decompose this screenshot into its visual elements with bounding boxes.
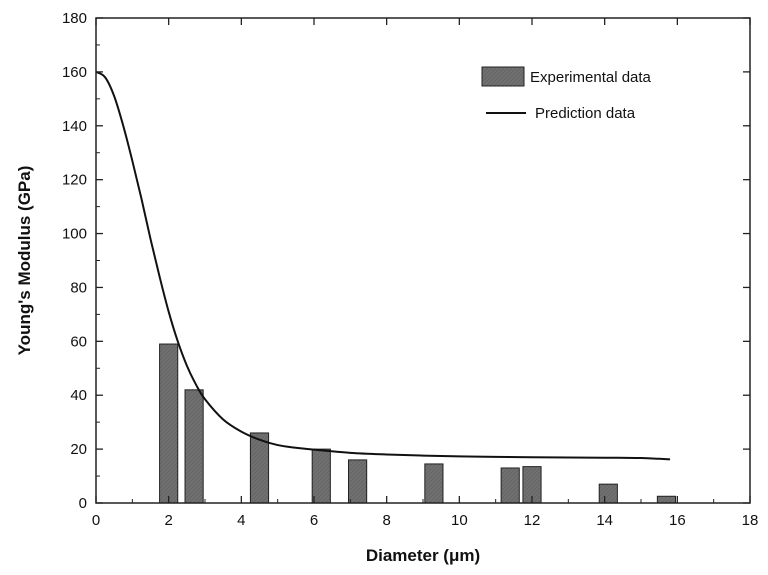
bar-experimental-9 [656, 495, 677, 504]
y-tick-label-4: 80 [70, 279, 87, 296]
x-tick-label-3: 6 [310, 512, 318, 529]
y-tick-label-2: 40 [70, 387, 87, 404]
y-axis-title: Young's Modulus (GPa) [15, 166, 34, 356]
legend-label-prediction: Prediction data [535, 105, 636, 122]
plot-area [95, 70, 677, 504]
y-tick-label-6: 120 [62, 172, 87, 189]
x-tick-label-9: 18 [742, 512, 759, 529]
bar-experimental-8 [598, 483, 618, 504]
x-tick-label-7: 14 [596, 512, 613, 529]
y-tick-label-5: 100 [62, 226, 87, 243]
bar-experimental-6 [500, 467, 520, 504]
y-tick-label-3: 60 [70, 333, 87, 350]
bar-experimental-0 [159, 343, 179, 504]
y-tick-label-1: 20 [70, 441, 87, 458]
x-axis-title: Diameter (μm) [366, 546, 480, 565]
y-tick-label-7: 140 [62, 118, 87, 135]
legend-swatch-experimental [481, 66, 525, 87]
x-tick-label-2: 4 [237, 512, 245, 529]
x-tick-label-6: 12 [524, 512, 541, 529]
x-tick-label-4: 8 [382, 512, 390, 529]
bar-experimental-1 [184, 389, 204, 504]
y-tick-label-0: 0 [79, 495, 87, 512]
bar-experimental-2 [249, 432, 270, 504]
prediction-line [95, 70, 671, 461]
y-tick-label-9: 180 [62, 10, 87, 27]
bar-experimental-4 [348, 459, 368, 504]
x-tick-label-1: 2 [164, 512, 172, 529]
bar-experimental-3 [311, 448, 331, 504]
x-tick-label-5: 10 [451, 512, 468, 529]
x-tick-label-8: 16 [669, 512, 686, 529]
legend: Experimental data Prediction data [481, 66, 652, 122]
bar-experimental-5 [424, 463, 444, 504]
y-tick-label-8: 160 [62, 64, 87, 81]
legend-label-experimental: Experimental data [530, 69, 652, 86]
x-tick-label-0: 0 [92, 512, 100, 529]
